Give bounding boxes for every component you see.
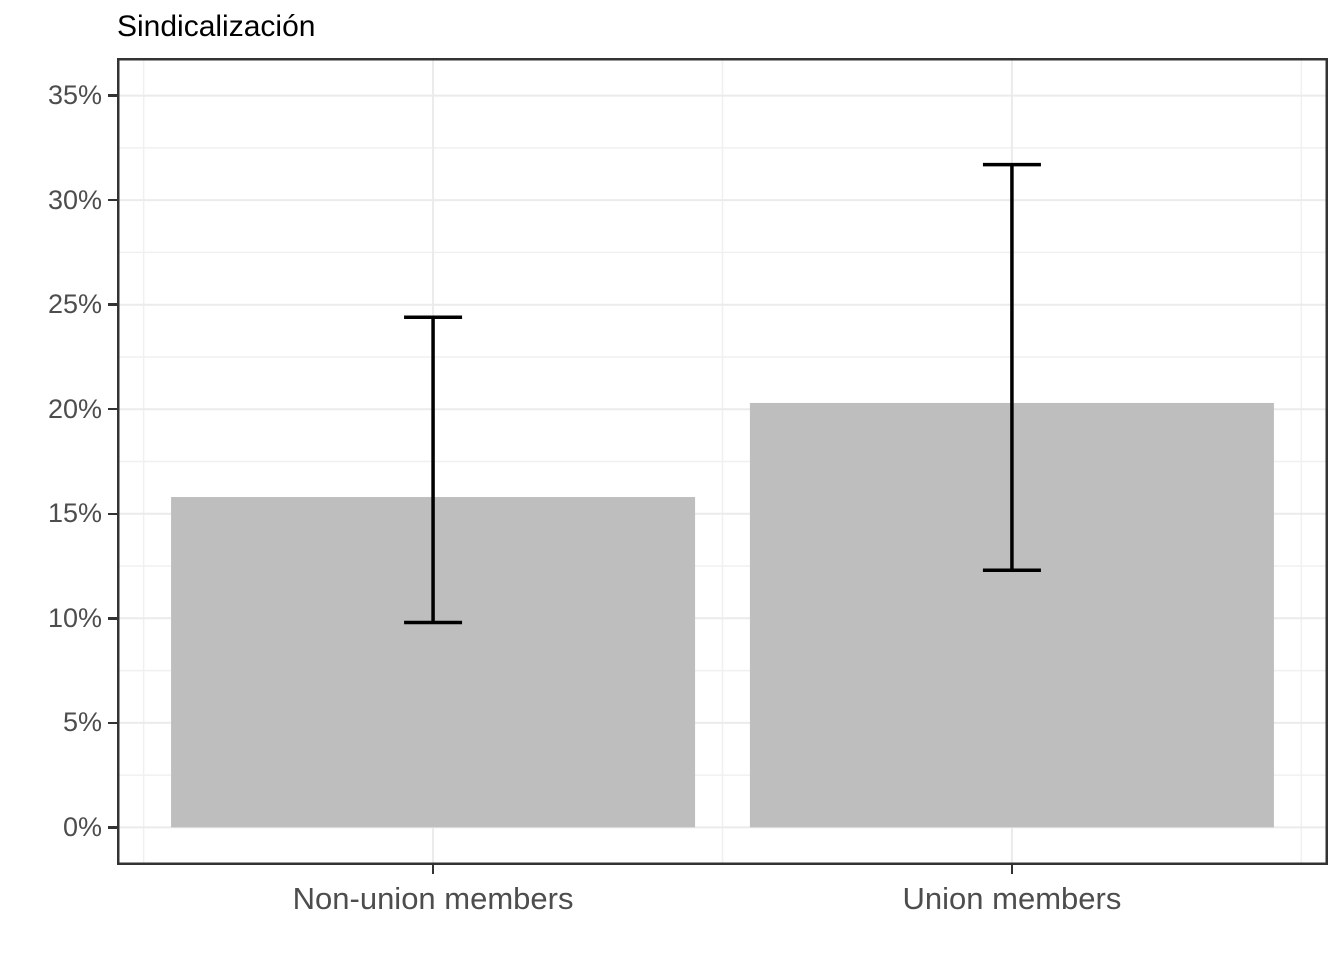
y-axis-tick-mark [108, 94, 117, 97]
y-axis-tick-label: 0% [62, 811, 102, 842]
plot-panel [117, 58, 1328, 865]
x-axis-tick-label: Union members [902, 881, 1122, 916]
x-axis-tick-label: Non-union members [292, 881, 574, 916]
y-axis-tick-label: 25% [47, 289, 102, 320]
plot-area [117, 58, 1328, 865]
chart-title: Sindicalización [117, 10, 316, 43]
y-axis-tick-mark [108, 198, 117, 202]
y-axis-tick-mark [108, 512, 117, 516]
y-axis-tick-label: 20% [47, 393, 102, 424]
y-axis-tick-mark [108, 617, 117, 620]
y-axis-tick-label: 30% [47, 184, 102, 215]
y-axis-tick-label: 35% [47, 80, 102, 111]
panel-border [117, 58, 1328, 865]
x-axis-tick-mark [431, 865, 435, 874]
y-axis-tick-mark [108, 721, 117, 725]
y-axis-tick-label: 10% [47, 602, 102, 633]
y-axis-tick-mark [108, 826, 117, 829]
y-axis-tick-label: 5% [62, 707, 102, 738]
x-axis-tick-mark [1010, 865, 1014, 874]
y-axis-tick-mark [108, 407, 117, 411]
y-axis-tick-mark [108, 303, 117, 306]
y-axis-tick-label: 15% [47, 498, 102, 529]
